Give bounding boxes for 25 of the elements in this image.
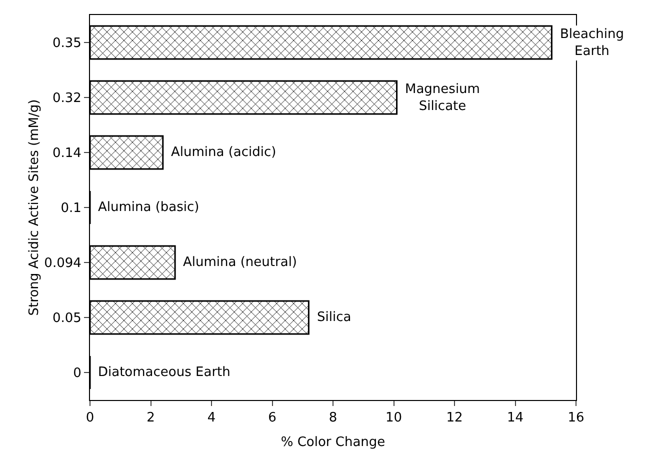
x-tick-label: 14 [506,410,524,426]
x-axis-title: % Color Change [280,435,386,450]
y-tick-label: 0.14 [52,146,82,162]
annotation: Alumina (basic) [98,200,200,215]
y-axis-title: Strong Acidic Active Sites (mM/g) [27,99,42,316]
x-tick-label: 8 [328,410,338,426]
y-tick-label: 0.32 [52,91,82,106]
y-tick-label: 0.05 [52,311,82,326]
annotation: Magnesium Silicate [405,82,480,114]
x-tick-label: 6 [268,410,276,426]
y-tick-label: 0.35 [52,36,82,52]
annotation: Alumina (acidic) [171,145,276,160]
y-tick-label: 0.1 [60,201,82,216]
annotation: Diatomaceous Earth [98,365,230,380]
annotation: Bleaching Earth [560,27,624,59]
annotation: Alumina (neutral) [183,255,297,270]
x-tick-label: 4 [207,410,216,426]
x-tick-label: 0 [86,410,94,426]
x-tick-label: 12 [446,410,463,426]
x-tick-label: 2 [146,410,155,426]
annotation: Silica [317,310,352,325]
x-tick-label: 16 [568,410,584,426]
y-tick-label: 0 [73,366,82,382]
y-tick-label: 0.094 [44,256,82,272]
x-tick-label: 10 [385,410,402,426]
